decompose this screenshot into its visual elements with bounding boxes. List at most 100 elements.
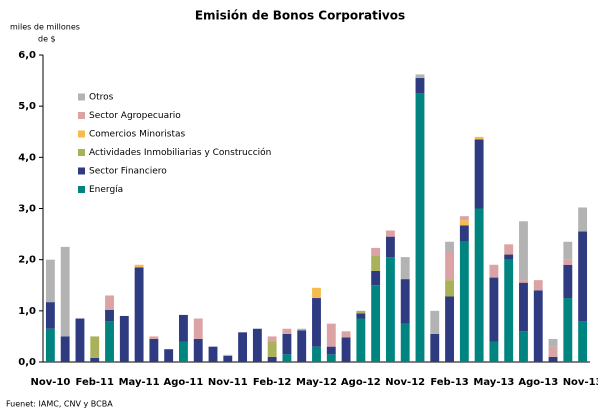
bar-segment	[179, 314, 188, 342]
bar-segment	[371, 247, 381, 256]
y-tick-label: 6,0	[18, 50, 36, 61]
bar-segment	[282, 328, 292, 334]
bar-segment	[400, 323, 410, 362]
x-tick-label: May-13	[473, 377, 514, 388]
bar-segment	[252, 328, 262, 362]
bar-segment	[400, 279, 410, 324]
bar-segment	[459, 225, 469, 242]
legend-swatch	[78, 112, 85, 119]
bar-segment	[548, 338, 558, 347]
bar-segment	[164, 349, 174, 362]
bar-segment	[578, 207, 588, 232]
bar-segment	[312, 346, 321, 362]
bar-segment	[282, 333, 292, 355]
bar-segment	[105, 295, 114, 310]
bar-segment	[445, 251, 454, 281]
bar-segment	[563, 241, 573, 260]
bar-segment	[504, 259, 514, 362]
y-tick-label: 1,0	[18, 306, 36, 317]
y-axis-label: miles de millones	[10, 23, 80, 32]
bar-segment	[415, 78, 425, 94]
x-tick-label: Nov-11	[208, 377, 248, 388]
x-tick-label: Nov-13	[563, 377, 598, 388]
chart-title: Emisión de Bonos Corporativos	[195, 9, 405, 23]
legend-label: Actividades Inmobiliarias y Construcción	[89, 147, 271, 158]
bar-segment	[326, 354, 336, 362]
bar-segment	[459, 241, 469, 362]
bar-segment	[400, 257, 410, 280]
legend-swatch	[78, 167, 85, 175]
bar-segment	[533, 280, 543, 291]
legend-swatch	[78, 93, 85, 101]
bar-segment	[60, 336, 70, 362]
bar-segment	[356, 313, 366, 319]
bar-segment	[356, 310, 366, 314]
bar-segment	[415, 93, 425, 362]
bar-segment	[519, 280, 528, 283]
bar-segment	[563, 298, 573, 362]
bar-segment	[326, 323, 336, 347]
bar-segment	[519, 221, 528, 281]
x-tick-label: Feb-11	[76, 377, 114, 388]
bar-segment	[312, 287, 321, 299]
legend-label: Sector Financiero	[89, 167, 167, 177]
bar-segment	[385, 230, 395, 237]
x-tick-label: Ago-11	[164, 377, 204, 388]
bar-segment	[563, 259, 573, 265]
x-tick-label: Ago-13	[518, 377, 558, 388]
bar-segment	[385, 257, 395, 362]
legend-swatch	[78, 149, 85, 156]
bar-segment	[267, 336, 277, 342]
bar-segment	[326, 346, 336, 355]
bar-segment	[134, 267, 144, 362]
bar-segment	[90, 357, 100, 362]
x-tick-label: Ago-12	[341, 377, 381, 388]
bar-segment	[356, 318, 366, 362]
y-axis-label: de $	[38, 35, 56, 44]
legend-label: Energía	[89, 185, 123, 195]
bar-segment	[504, 254, 514, 260]
y-tick-label: 3,0	[18, 204, 36, 215]
bar-segment	[341, 331, 351, 338]
bar-segment	[149, 338, 159, 362]
bar-segment	[105, 309, 114, 322]
bar-segment	[297, 328, 307, 331]
bar-segment	[149, 336, 159, 339]
bar-segment	[474, 136, 484, 140]
bar-segment	[238, 332, 248, 362]
bar-segment	[193, 338, 203, 362]
bar-segment	[445, 241, 454, 252]
legend-label: Otros	[89, 93, 114, 103]
y-tick-label: 4,0	[18, 152, 36, 163]
bar-segment	[45, 328, 55, 362]
bar-segment	[371, 270, 381, 286]
bar-segment	[385, 236, 395, 258]
bar-segment	[179, 341, 188, 362]
bar-segment	[208, 346, 218, 362]
bar-segment	[282, 354, 292, 362]
bar-segment	[504, 244, 514, 255]
legend-label: Comercios Minoristas	[89, 130, 186, 140]
bar-segment	[90, 336, 100, 358]
bar-segment	[459, 216, 469, 221]
y-tick-label: 2,0	[18, 255, 36, 266]
bar-segment	[267, 341, 277, 357]
bar-segment	[371, 255, 381, 271]
bar-segment	[223, 354, 233, 356]
legend-label: Sector Agropecuario	[89, 111, 181, 121]
x-tick-label: May-11	[119, 377, 160, 388]
bar-segment	[267, 356, 277, 362]
bar-segment	[578, 231, 588, 322]
bar-segment	[297, 330, 307, 362]
bar-segment	[341, 337, 351, 362]
bar-segment	[578, 321, 588, 362]
x-tick-label: Nov-12	[385, 377, 425, 388]
bar-segment	[312, 298, 321, 347]
bar-segment	[193, 318, 203, 339]
bar-segment	[489, 277, 499, 342]
bar-segment	[415, 74, 425, 79]
bar-segment	[563, 264, 573, 299]
bar-segment	[445, 280, 454, 297]
source-note: Fuenet: IAMC, CNV y BCBA	[6, 400, 113, 409]
